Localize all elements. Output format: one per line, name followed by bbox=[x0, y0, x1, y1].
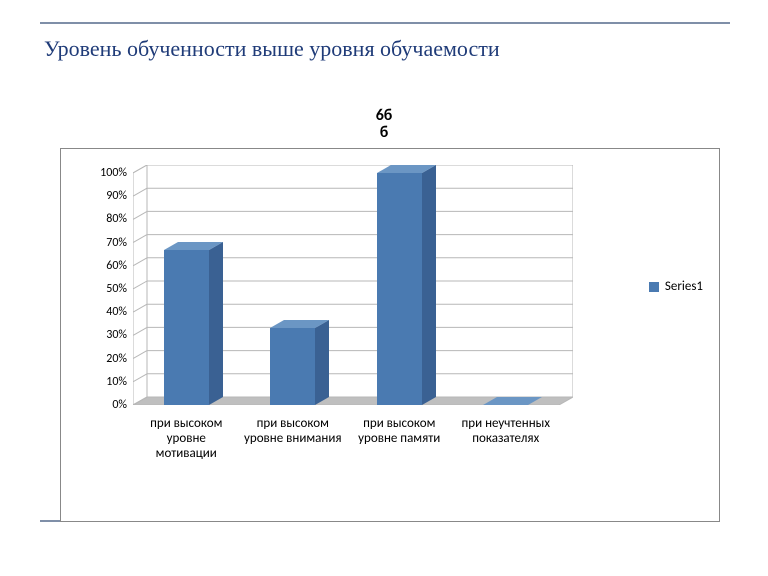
ytick: 10% bbox=[106, 375, 133, 389]
chart-title-line2: б bbox=[380, 123, 389, 142]
ytick: 30% bbox=[106, 328, 133, 342]
ytick: 80% bbox=[106, 212, 133, 226]
x-category: при высоком уровне внимания bbox=[243, 417, 343, 447]
chart-legend: Series1 bbox=[649, 279, 703, 294]
chart-bars bbox=[133, 165, 573, 405]
ytick: 60% bbox=[106, 259, 133, 273]
legend-label: Series1 bbox=[665, 279, 703, 294]
ytick: 40% bbox=[106, 305, 133, 319]
page-title: Уровень обученности выше уровня обучаемо… bbox=[44, 36, 500, 62]
bar bbox=[270, 328, 315, 405]
x-category: при высоком уровне памяти bbox=[349, 417, 449, 447]
chart-plot: 0%10%20%30%40%50%60%70%80%90%100% bbox=[133, 165, 573, 405]
title-rule bbox=[40, 22, 730, 24]
slide: Уровень обученности выше уровня обучаемо… bbox=[0, 0, 768, 576]
ytick: 20% bbox=[106, 352, 133, 366]
x-category: при неучтенных показателях bbox=[456, 417, 556, 447]
chart-title: 6б б bbox=[0, 108, 768, 142]
bar bbox=[164, 250, 209, 405]
ytick: 70% bbox=[106, 236, 133, 250]
ytick: 50% bbox=[106, 282, 133, 296]
ytick: 0% bbox=[112, 398, 133, 412]
legend-swatch bbox=[649, 282, 659, 292]
ytick: 100% bbox=[100, 166, 133, 180]
bar bbox=[377, 173, 422, 405]
chart-frame: 0%10%20%30%40%50%60%70%80%90%100% при вы… bbox=[60, 148, 720, 522]
chart-inner: 0%10%20%30%40%50%60%70%80%90%100% при вы… bbox=[79, 159, 707, 511]
ytick: 90% bbox=[106, 189, 133, 203]
x-category: при высоком уровне мотивации bbox=[136, 417, 236, 462]
